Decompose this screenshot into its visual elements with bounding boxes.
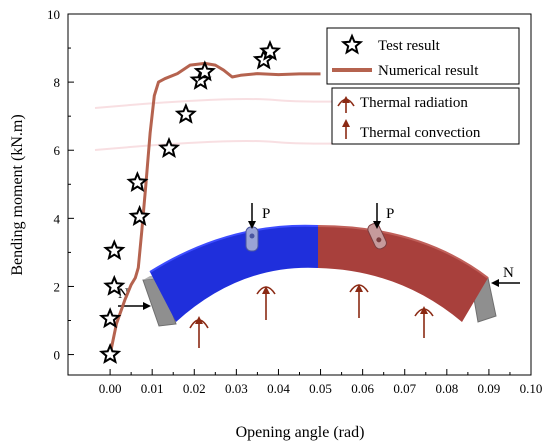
test-result-point	[126, 170, 149, 193]
x-tick-label: 0.04	[267, 381, 290, 396]
legend-convection-label: Thermal convection	[360, 125, 481, 141]
legend-radiation-label: Thermal radiation	[360, 95, 468, 111]
load-roller-left	[245, 226, 259, 252]
beam-hot-top	[317, 225, 489, 279]
y-tick-label: 0	[54, 348, 61, 363]
numerical-series	[108, 61, 321, 355]
test-result-point	[158, 136, 181, 158]
x-tick-label: 0.03	[225, 381, 248, 396]
y-tick-labels: 0 2 4 6 8 10	[47, 7, 61, 363]
axial-label-left: N	[118, 286, 129, 302]
y-tick-label: 4	[54, 211, 61, 226]
axis-ticks	[68, 13, 532, 375]
load-arrow-right	[373, 203, 381, 229]
beam-schematic: P P N N	[94, 97, 520, 348]
test-result-point	[128, 204, 151, 227]
y-tick-label: 10	[47, 7, 60, 22]
numerical-result-line	[108, 61, 321, 355]
legend-star-icon	[340, 33, 364, 55]
x-tick-labels: 0.00 0.01 0.02 0.03 0.04 0.05 0.06 0.07 0.08 0.09…	[99, 381, 543, 396]
x-tick-label: 0.08	[435, 381, 458, 396]
test-result-point	[103, 274, 126, 296]
thermal-symbol	[189, 284, 434, 348]
beam-cold-segment	[150, 225, 318, 322]
load-arrow-left	[248, 203, 256, 229]
legend-test-label: Test result	[378, 38, 441, 54]
legend-star-marker	[340, 33, 364, 55]
x-tick-label: 0.07	[393, 381, 416, 396]
x-tick-label: 0.00	[99, 381, 122, 396]
x-axis-label: Opening angle (rad)	[236, 424, 365, 441]
beam-cold-top	[149, 224, 319, 273]
load-label-right: P	[386, 206, 394, 222]
x-tick-label: 0.01	[141, 381, 164, 396]
test-result-point	[259, 39, 282, 61]
beam-hot-segment	[318, 226, 488, 322]
test-result-point	[174, 102, 197, 124]
legend-numerical-label: Numerical result	[378, 63, 479, 79]
y-tick-label: 6	[54, 143, 61, 158]
x-tick-label: 0.10	[520, 381, 543, 396]
test-result-point	[98, 307, 122, 329]
x-tick-label: 0.02	[183, 381, 206, 396]
radiation-icon	[337, 96, 355, 113]
x-tick-label: 0.06	[351, 381, 374, 396]
test-series	[98, 39, 282, 364]
convection-icon	[342, 119, 350, 139]
axial-label-right: N	[503, 265, 514, 281]
y-tick-label: 2	[54, 279, 61, 294]
legend-thermal-box	[331, 87, 520, 145]
test-result-point	[193, 60, 216, 82]
legend-box	[326, 27, 520, 85]
axial-arrow-right	[491, 279, 520, 287]
y-axis-label: Bending moment (kN.m)	[9, 114, 26, 275]
x-tick-label: 0.09	[478, 381, 501, 396]
load-label-left: P	[262, 206, 270, 222]
load-roller-right	[367, 223, 387, 250]
test-result-point	[103, 239, 126, 261]
legend-thermal: Thermal radiation Thermal convection	[331, 87, 520, 145]
legend-series: Test result Numerical result	[326, 27, 520, 85]
test-result-point	[98, 342, 122, 364]
y-tick-label: 8	[54, 75, 61, 90]
x-tick-label: 0.05	[309, 381, 332, 396]
